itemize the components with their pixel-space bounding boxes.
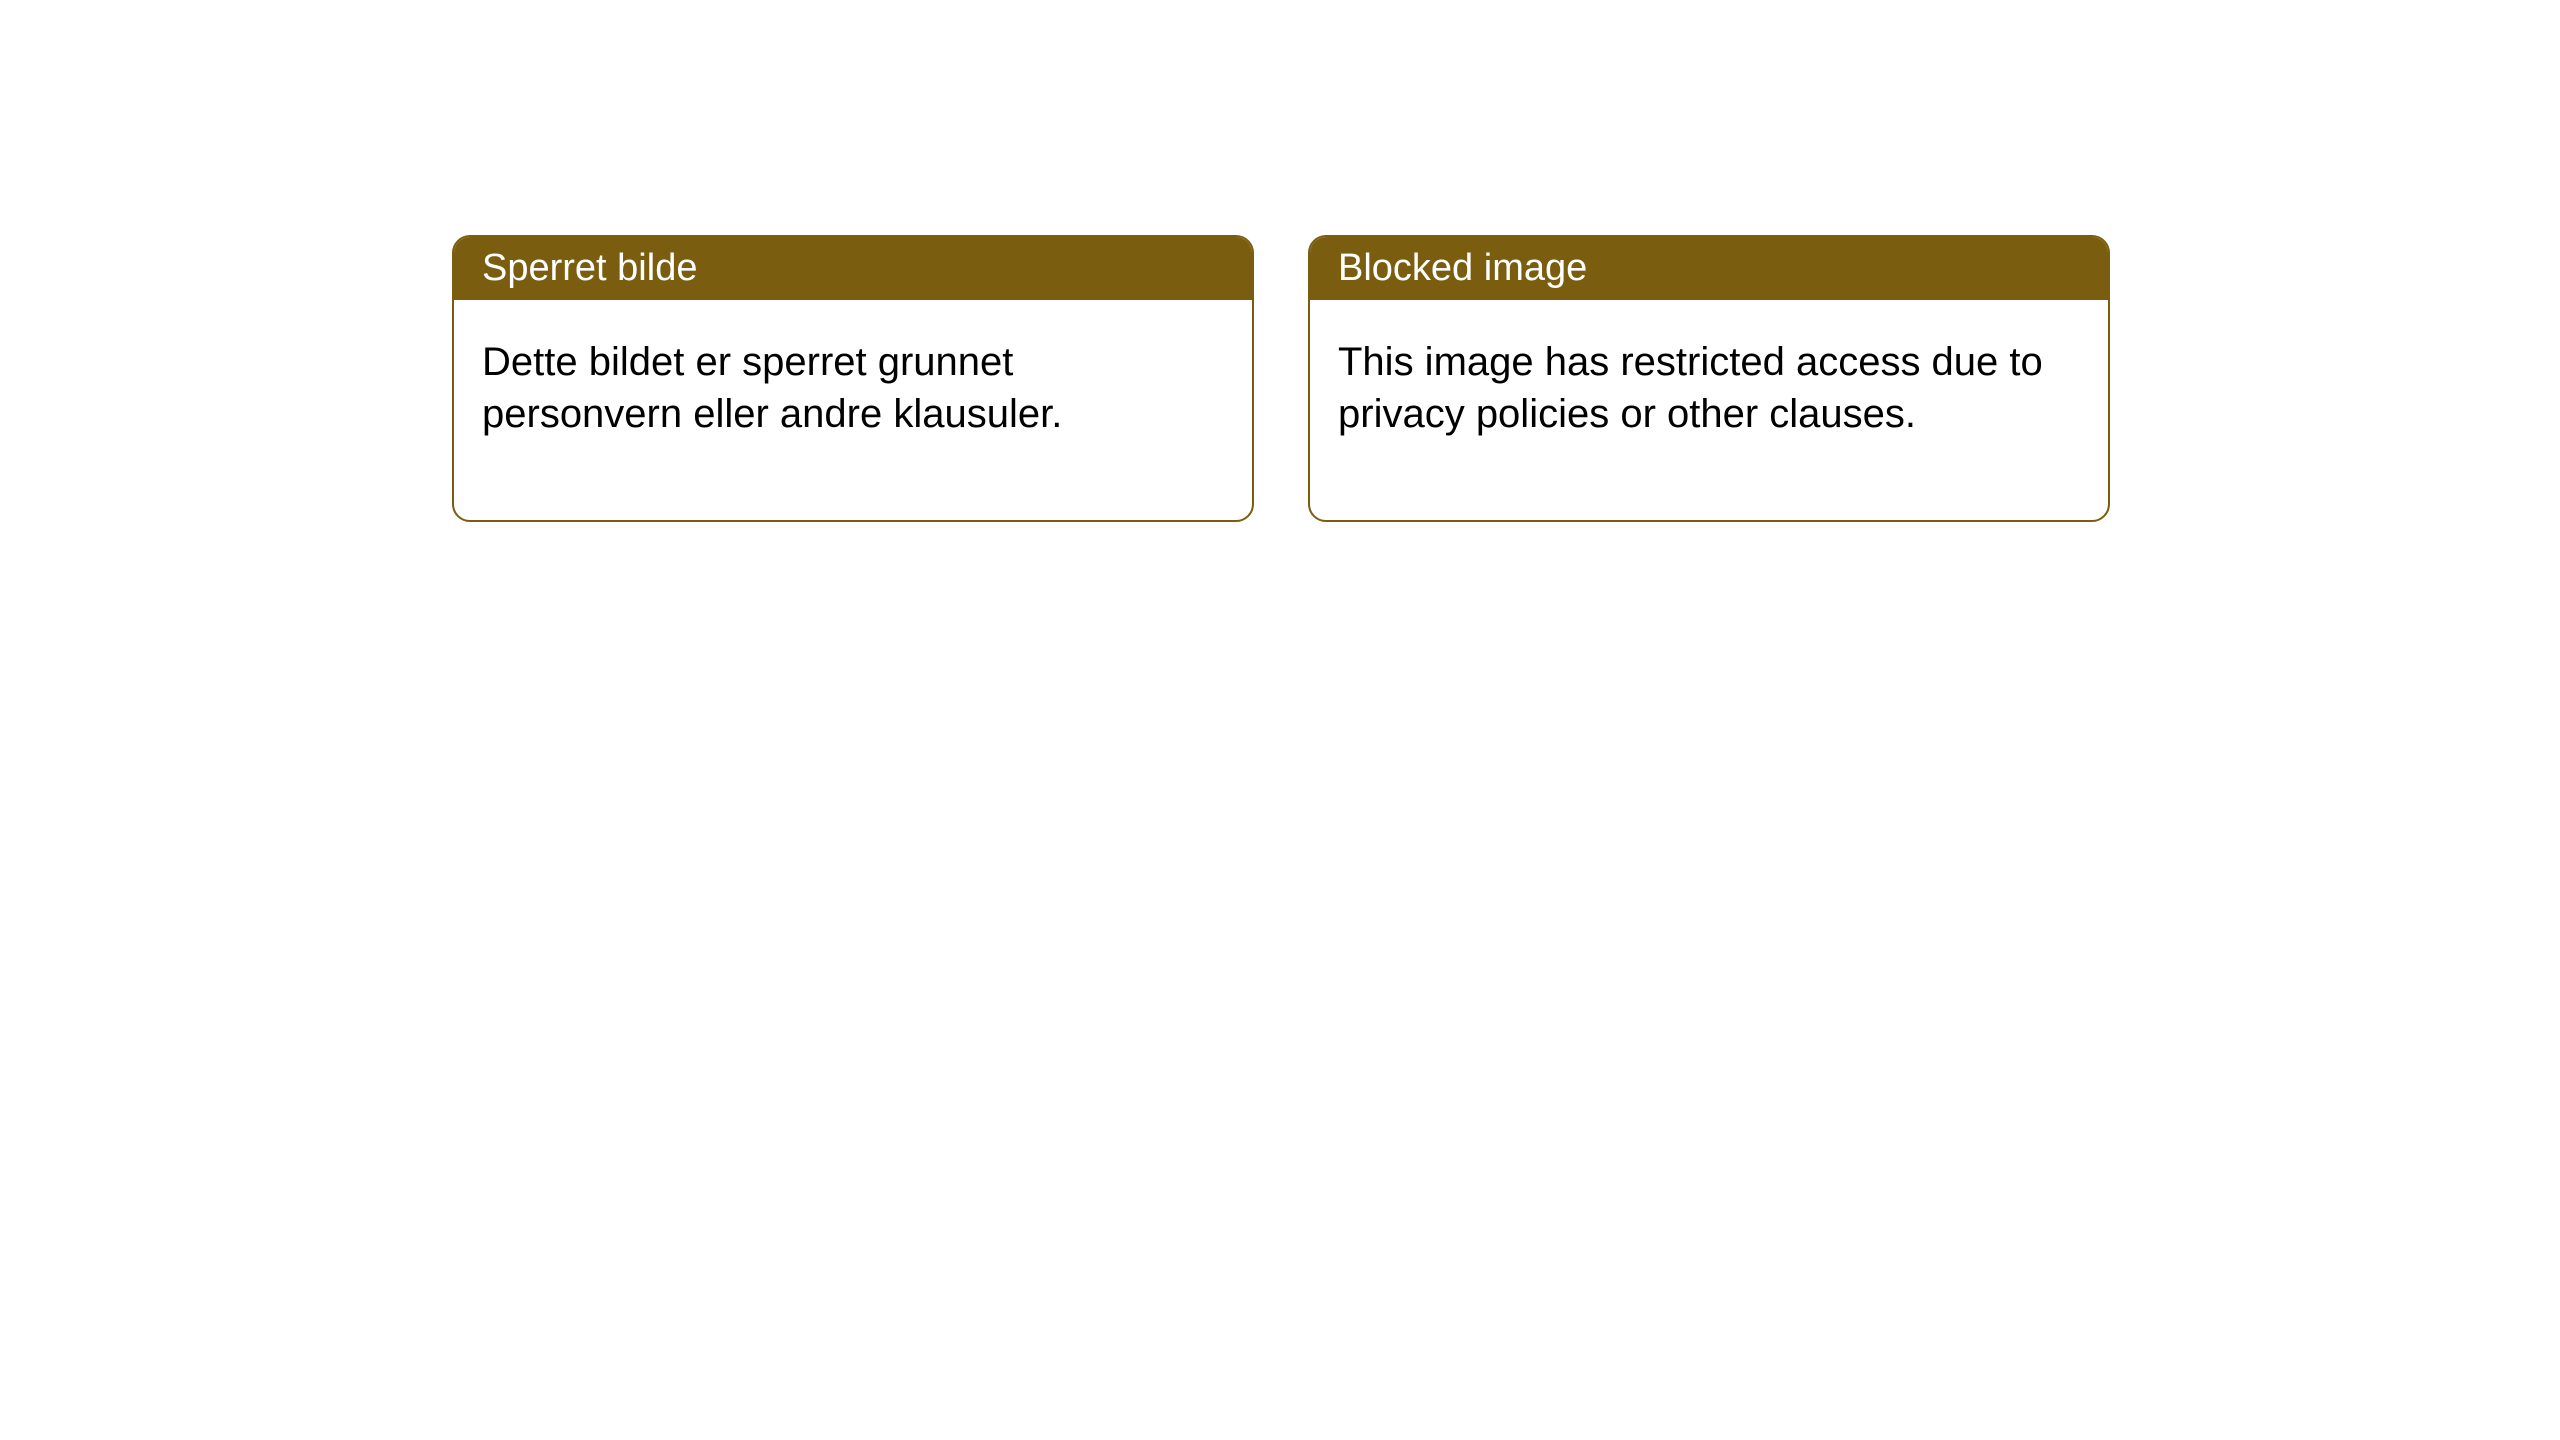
card-title: Sperret bilde — [482, 247, 697, 289]
notice-container: Sperret bilde Dette bildet er sperret gr… — [452, 235, 2110, 522]
card-title: Blocked image — [1338, 247, 1587, 289]
card-body: This image has restricted access due to … — [1310, 300, 2108, 520]
blocked-image-card-english: Blocked image This image has restricted … — [1308, 235, 2110, 522]
card-body-text: This image has restricted access due to … — [1338, 340, 2043, 436]
card-header: Blocked image — [1310, 237, 2108, 300]
card-body: Dette bildet er sperret grunnet personve… — [454, 300, 1252, 520]
card-header: Sperret bilde — [454, 237, 1252, 300]
blocked-image-card-norwegian: Sperret bilde Dette bildet er sperret gr… — [452, 235, 1254, 522]
card-body-text: Dette bildet er sperret grunnet personve… — [482, 340, 1062, 436]
